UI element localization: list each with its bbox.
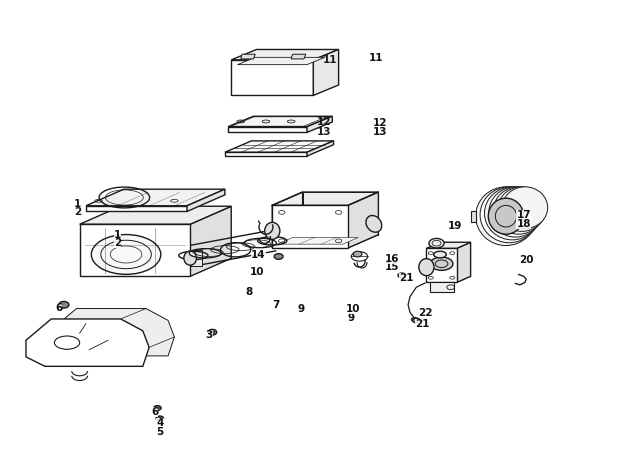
Polygon shape xyxy=(80,206,231,224)
Ellipse shape xyxy=(475,187,536,246)
Polygon shape xyxy=(187,189,225,211)
Ellipse shape xyxy=(413,318,420,323)
Text: 18: 18 xyxy=(517,219,531,229)
Polygon shape xyxy=(291,54,306,59)
Ellipse shape xyxy=(91,235,161,275)
Ellipse shape xyxy=(429,238,444,248)
Text: 2: 2 xyxy=(74,208,82,218)
Polygon shape xyxy=(190,206,231,276)
Text: 10: 10 xyxy=(346,304,360,314)
Ellipse shape xyxy=(434,251,446,258)
Polygon shape xyxy=(427,242,470,248)
Ellipse shape xyxy=(208,329,216,335)
Text: 6: 6 xyxy=(151,407,158,417)
Polygon shape xyxy=(228,116,332,127)
Text: 13: 13 xyxy=(372,127,387,137)
Text: 10: 10 xyxy=(250,267,265,277)
Polygon shape xyxy=(26,319,149,366)
Text: 9: 9 xyxy=(348,313,355,323)
Ellipse shape xyxy=(156,407,160,409)
Ellipse shape xyxy=(59,302,69,308)
Ellipse shape xyxy=(493,187,544,234)
Text: 12: 12 xyxy=(316,117,331,127)
Polygon shape xyxy=(303,192,379,235)
Polygon shape xyxy=(191,250,201,266)
Polygon shape xyxy=(272,192,303,248)
Polygon shape xyxy=(228,127,307,133)
Text: 22: 22 xyxy=(418,308,432,318)
Text: 17: 17 xyxy=(517,210,531,220)
Ellipse shape xyxy=(419,258,434,276)
Ellipse shape xyxy=(353,251,362,257)
Text: 19: 19 xyxy=(448,221,463,231)
Ellipse shape xyxy=(210,331,215,333)
Ellipse shape xyxy=(484,187,540,240)
Text: 14: 14 xyxy=(251,250,266,260)
Ellipse shape xyxy=(489,187,542,237)
Ellipse shape xyxy=(184,251,196,265)
Polygon shape xyxy=(272,205,348,248)
Ellipse shape xyxy=(398,273,406,278)
Polygon shape xyxy=(225,152,307,156)
Polygon shape xyxy=(86,206,187,211)
Text: 11: 11 xyxy=(323,55,337,65)
Text: 15: 15 xyxy=(385,262,399,272)
Ellipse shape xyxy=(158,418,162,419)
Text: 21: 21 xyxy=(415,319,430,329)
Text: 4: 4 xyxy=(156,418,163,428)
Text: 21: 21 xyxy=(399,273,413,283)
Polygon shape xyxy=(241,54,255,59)
Polygon shape xyxy=(237,57,325,65)
Ellipse shape xyxy=(156,416,164,421)
Text: 9: 9 xyxy=(297,304,304,314)
Ellipse shape xyxy=(411,318,418,321)
Ellipse shape xyxy=(154,406,161,410)
Text: 6: 6 xyxy=(55,303,63,313)
Ellipse shape xyxy=(488,198,523,234)
Text: 5: 5 xyxy=(156,427,163,437)
Text: 7: 7 xyxy=(272,300,280,310)
Ellipse shape xyxy=(265,222,280,239)
Text: 20: 20 xyxy=(519,255,534,265)
Ellipse shape xyxy=(498,187,546,231)
Text: 11: 11 xyxy=(368,54,383,64)
Text: 8: 8 xyxy=(246,287,253,297)
Ellipse shape xyxy=(274,254,283,259)
Polygon shape xyxy=(348,192,379,248)
Ellipse shape xyxy=(502,187,548,228)
Polygon shape xyxy=(470,210,475,222)
Polygon shape xyxy=(457,242,470,283)
Ellipse shape xyxy=(430,257,453,270)
Polygon shape xyxy=(272,235,379,248)
Ellipse shape xyxy=(366,216,382,232)
Polygon shape xyxy=(307,141,334,156)
Polygon shape xyxy=(86,189,225,206)
Polygon shape xyxy=(307,116,332,133)
Polygon shape xyxy=(231,60,313,95)
Polygon shape xyxy=(313,49,339,95)
Polygon shape xyxy=(231,49,339,60)
Text: 1: 1 xyxy=(114,230,121,240)
Text: 2: 2 xyxy=(114,238,121,248)
Text: 1: 1 xyxy=(74,200,82,209)
Polygon shape xyxy=(427,248,457,283)
Polygon shape xyxy=(80,224,190,276)
Polygon shape xyxy=(51,309,174,356)
Ellipse shape xyxy=(480,187,538,243)
Text: 3: 3 xyxy=(206,330,213,340)
Polygon shape xyxy=(277,238,358,244)
Polygon shape xyxy=(225,141,334,152)
Polygon shape xyxy=(430,283,454,292)
Text: 12: 12 xyxy=(372,118,387,128)
Text: 13: 13 xyxy=(316,127,331,137)
Text: 16: 16 xyxy=(385,254,399,264)
